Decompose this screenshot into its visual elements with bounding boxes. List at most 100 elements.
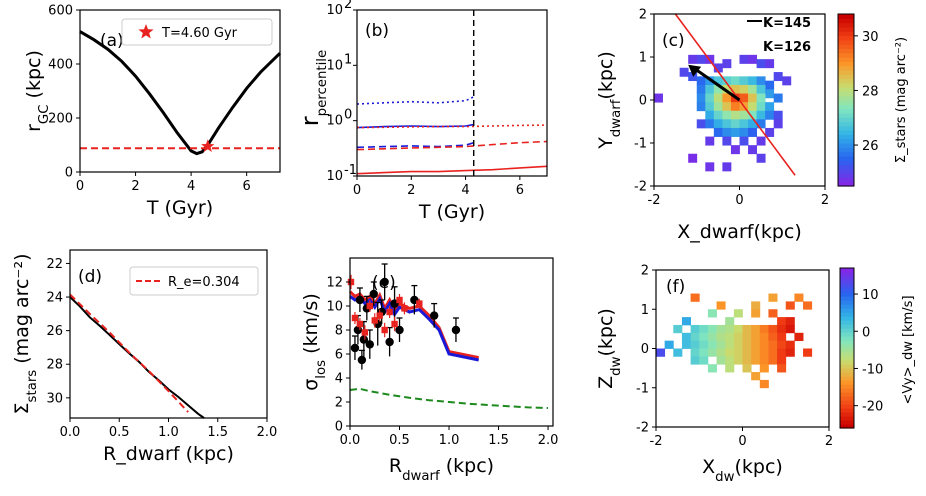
x-tick-label: 4 [461, 183, 469, 198]
colorbar-c-swatch [838, 173, 854, 178]
x-tick-label: 6 [243, 179, 251, 194]
panel-label: (b) [365, 21, 389, 41]
heatmap-cell [713, 102, 723, 112]
heatmap-cell [713, 93, 723, 103]
colorbar-f-swatch [840, 272, 854, 277]
heatmap-cell [690, 348, 700, 357]
data-point-red [366, 302, 374, 310]
colorbar-c-swatch [838, 168, 854, 174]
heatmap-cell [739, 127, 749, 137]
heatmap-cell [759, 340, 769, 349]
heatmap-cell [679, 67, 689, 77]
heatmap-cell [696, 102, 706, 112]
heatmap-cell [748, 54, 757, 64]
x-tick-label: -2 [650, 434, 663, 449]
heatmap-cell [777, 340, 787, 349]
heatmap-cell [768, 356, 778, 365]
heatmap-cell [716, 324, 726, 334]
heatmap-cell [705, 136, 715, 146]
x-tick-label: 0.5 [389, 433, 410, 448]
y-tick-label: 10 [326, 58, 343, 73]
heatmap-cell [777, 324, 787, 334]
heatmap-cell [777, 332, 787, 342]
orbit-star-marker [201, 139, 215, 152]
x-tick-label: 2.0 [538, 433, 559, 448]
y-tick-label: 2 [641, 264, 649, 279]
heatmap-cell [690, 332, 700, 342]
colorbar-f-swatch [840, 408, 854, 413]
heatmap-cell [739, 136, 749, 146]
heatmap-cell [707, 324, 717, 334]
heatmap-cell [751, 309, 761, 318]
heatmap-cell [803, 348, 813, 357]
heatmap-cell [756, 76, 766, 86]
heatmap-cell [748, 84, 757, 94]
colorbar-c-swatch [838, 26, 854, 32]
heatmap-cell [785, 324, 795, 334]
heatmap-cell [690, 340, 700, 349]
x-axis-label: R_dwarf (kpc) [103, 443, 234, 465]
heatmap-cell [748, 102, 757, 112]
heatmap-cell [725, 332, 735, 342]
heatmap-cell [785, 317, 795, 326]
colorbar-c-swatch [838, 130, 854, 135]
heatmap-cell [725, 324, 735, 334]
legend-label: T=4.60 Gyr [161, 26, 238, 41]
data-point-black [380, 277, 389, 287]
colorbar-f-tick-label: -20 [862, 400, 883, 415]
heatmap-cell [748, 145, 757, 155]
y-tick-label: -1 [634, 137, 647, 152]
legend-box [121, 18, 273, 46]
y-axis-label: Σstars (mag arc⁻²) [11, 254, 40, 415]
annotation-k1: K=145 [763, 16, 811, 31]
heatmap-cell [716, 340, 726, 349]
heatmap-cell [751, 340, 761, 349]
heatmap-cell [773, 93, 783, 103]
colorbar-f-swatch [840, 416, 854, 421]
heatmap-cell [722, 110, 732, 120]
y-tick-label: 24 [46, 291, 63, 306]
heatmap-cell [696, 93, 706, 103]
heatmap-cell [777, 364, 787, 373]
y-tick-label: 10 [326, 114, 343, 129]
x-tick-label: 1.0 [158, 425, 179, 440]
heatmap-cell [739, 84, 749, 94]
colorbar-f-swatch [840, 400, 854, 405]
colorbar-f-swatch [840, 300, 854, 305]
heatmap-cell [765, 110, 775, 120]
legend-star-icon [138, 24, 154, 39]
data-point-black [369, 289, 378, 299]
colorbar-c-swatch [838, 108, 854, 114]
heatmap-cell [742, 332, 752, 342]
colorbar-f-tick-label: 0 [862, 325, 870, 340]
y-tick-label: 0 [641, 342, 649, 357]
heatmap-cell [759, 332, 769, 342]
heatmap-cell [739, 76, 749, 86]
x-tick-label: 2 [407, 183, 415, 198]
y-axis-label: rpercentile [296, 50, 330, 126]
heatmap-cell [733, 324, 743, 334]
heatmap-cell [716, 301, 726, 310]
heatmap-cell [699, 356, 709, 365]
heatmap-cell [688, 72, 698, 82]
y-axis-label: Zdw(kpc) [595, 308, 624, 389]
x-tick-label: 2 [821, 193, 829, 208]
heatmap-cell [690, 324, 700, 334]
x-tick-label: 2.0 [257, 425, 278, 440]
x-tick-label: 1.5 [207, 425, 228, 440]
y-tick-label: 2 [335, 396, 343, 411]
colorbar-c-swatch [838, 14, 854, 19]
colorbar-f-swatch [840, 292, 854, 297]
heatmap-cell [748, 110, 757, 120]
x-axis-label: X_dwarf(kpc) [677, 221, 802, 243]
heatmap-cell [739, 93, 749, 103]
heatmap-cell [733, 309, 743, 318]
heatmap-cell [730, 110, 740, 120]
heatmap-cell [730, 119, 740, 129]
colorbar-c-swatch [838, 95, 854, 101]
series-orbit [79, 30, 282, 156]
panel-label: (a) [100, 31, 124, 51]
heatmap-cell [722, 136, 732, 146]
y-tick-label: -2 [636, 421, 649, 436]
